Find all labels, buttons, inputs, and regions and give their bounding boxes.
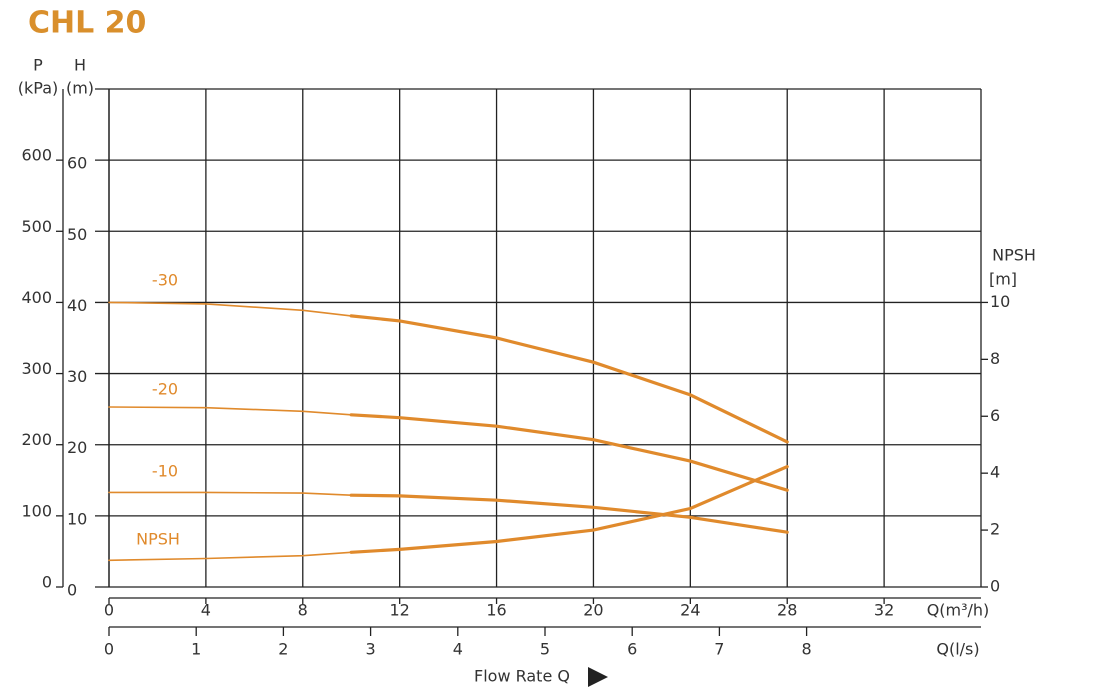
y2-axis-unit: [m]	[989, 270, 1017, 289]
y2-tick-label: 8	[990, 349, 1000, 368]
y2-tick-label: 0	[990, 577, 1000, 596]
x2-tick-label: 0	[104, 640, 114, 659]
x2-tick-label: 4	[453, 640, 463, 659]
y2-tick-label: 6	[990, 406, 1000, 425]
curve	[108, 551, 352, 562]
curve-label: -30	[152, 271, 178, 290]
x2-tick-label: 8	[802, 640, 812, 659]
y-tick-label: 40	[67, 296, 87, 315]
curve	[108, 406, 352, 416]
arrow	[588, 667, 608, 687]
y2-tick-label: 10	[990, 292, 1010, 311]
x2-tick-label: 3	[366, 640, 376, 659]
x-tick-label: 20	[583, 601, 603, 620]
p-tick-label: 200	[21, 430, 52, 449]
y2-tick-label: 4	[990, 463, 1000, 482]
p-tick-label: 500	[21, 217, 52, 236]
curve-label: -20	[152, 380, 178, 399]
chart-title: CHL 20	[28, 6, 146, 41]
p-axis-unit: (kPa)	[18, 79, 58, 98]
flow-label: Flow Rate Q	[474, 667, 570, 686]
x-tick-label: 0	[104, 601, 114, 620]
x2-tick-label: 6	[627, 640, 637, 659]
y-tick-label: 0	[67, 581, 77, 600]
x2-axis-label: Q(l/s)	[936, 640, 979, 659]
curve	[108, 491, 352, 496]
y-tick-label: 10	[67, 509, 87, 528]
curve	[108, 301, 352, 317]
y-axis-unit: (m)	[66, 79, 94, 98]
x-tick-label: 8	[298, 601, 308, 620]
y2-axis-label: NPSH	[992, 246, 1036, 265]
curve-label: NPSH	[136, 530, 180, 549]
p-tick-label: 400	[21, 288, 52, 307]
x-axis-label: Q(m³/h)	[927, 601, 990, 620]
curve-label: -10	[152, 462, 178, 481]
y-axis-label: H	[74, 56, 86, 75]
x-tick-label: 24	[680, 601, 700, 620]
x2-tick-label: 5	[540, 640, 550, 659]
x-tick-label: 28	[777, 601, 797, 620]
y-tick-label: 50	[67, 225, 87, 244]
curve	[349, 314, 789, 444]
y-tick-label: 30	[67, 367, 87, 386]
x2-tick-label: 1	[191, 640, 201, 659]
x2-tick-label: 2	[278, 640, 288, 659]
p-tick-label: 100	[21, 501, 52, 520]
y-tick-label: 20	[67, 438, 87, 457]
p-tick-label: 600	[21, 146, 52, 165]
y2-tick-label: 2	[990, 520, 1000, 539]
x-tick-label: 12	[389, 601, 409, 620]
x-tick-label: 32	[874, 601, 894, 620]
p-tick-label: 300	[21, 359, 52, 378]
curve	[349, 413, 789, 492]
curve	[349, 493, 789, 534]
x-tick-label: 4	[201, 601, 211, 620]
y-tick-label: 60	[67, 154, 87, 173]
p-tick-label: 0	[42, 573, 52, 592]
x2-tick-label: 7	[714, 640, 724, 659]
x-tick-label: 16	[486, 601, 506, 620]
curve	[349, 465, 789, 554]
p-axis-label: P	[33, 56, 43, 75]
